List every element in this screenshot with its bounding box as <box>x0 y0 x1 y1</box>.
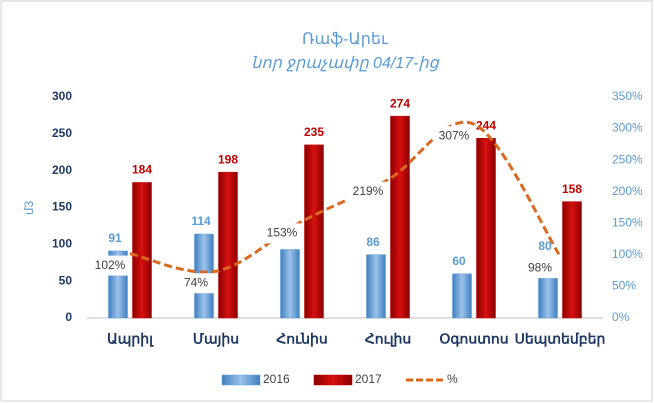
bar <box>304 144 324 319</box>
data-label: 60 <box>452 254 466 268</box>
bar <box>476 138 496 319</box>
bar <box>390 115 410 319</box>
data-label: 158 <box>562 182 582 196</box>
y-tick-label: 150 <box>52 200 72 214</box>
bar <box>132 182 152 319</box>
y-tick-label: 200 <box>52 163 72 177</box>
data-label-box <box>176 273 216 294</box>
x-tick-label: Օգոստոս <box>439 331 508 348</box>
legend-swatch <box>313 374 353 386</box>
bar <box>562 201 582 319</box>
y2-tick-label: 200% <box>612 184 643 198</box>
bar <box>366 254 386 319</box>
data-label: 153% <box>267 226 298 240</box>
data-label: 74% <box>184 275 208 289</box>
x-tick-label: Հուլիս <box>365 331 412 348</box>
bar <box>280 249 300 319</box>
y2-tick-label: 50% <box>612 279 636 293</box>
legend-label: % <box>447 372 458 386</box>
bar <box>218 171 238 319</box>
legend-swatch <box>221 374 261 386</box>
data-label: 80 <box>538 239 552 253</box>
data-label-box <box>262 223 302 244</box>
data-label: 86 <box>366 235 380 249</box>
y-tick-label: 300 <box>52 89 72 103</box>
y-axis-label: մ3 <box>22 201 36 216</box>
legend-label: 2017 <box>355 372 382 386</box>
data-label-box <box>90 255 130 276</box>
data-label: 114 <box>191 214 211 228</box>
data-label: 184 <box>132 163 152 177</box>
x-tick-label: Ապրիլ <box>107 331 154 348</box>
bar <box>452 273 472 319</box>
y2-tick-label: 300% <box>612 121 643 135</box>
y2-tick-label: 100% <box>612 247 643 261</box>
y2-tick-label: 250% <box>612 152 643 166</box>
y-tick-label: 0 <box>65 310 72 324</box>
data-label: 235 <box>304 125 324 139</box>
data-label: 198 <box>218 152 238 166</box>
y2-tick-label: 350% <box>612 89 643 103</box>
data-label: 307% <box>439 128 470 142</box>
x-tick-label: Հունիս <box>276 331 328 348</box>
x-tick-label: Սեպտեմբեր <box>515 331 606 348</box>
chart-subtitle: նոր ջրաչափը 04/17-ից <box>251 55 439 72</box>
y2-tick-label: 150% <box>612 215 643 229</box>
y-tick-label: 250 <box>52 126 72 140</box>
chart-title: Ռաֆ-Արեւ <box>302 31 389 48</box>
y2-tick-label: 0% <box>612 310 630 324</box>
y-tick-label: 100 <box>52 237 72 251</box>
data-label: 219% <box>353 184 384 198</box>
data-label-box <box>434 126 474 147</box>
data-label: 274 <box>390 96 410 110</box>
y-tick-label: 50 <box>59 273 73 287</box>
x-tick-label: Մայիս <box>193 331 239 348</box>
data-label-box <box>348 181 388 202</box>
data-label-box <box>520 258 560 279</box>
data-label: 91 <box>108 231 122 245</box>
data-label: 98% <box>528 260 552 274</box>
legend-label: 2016 <box>263 372 290 386</box>
data-label: 102% <box>95 258 126 272</box>
